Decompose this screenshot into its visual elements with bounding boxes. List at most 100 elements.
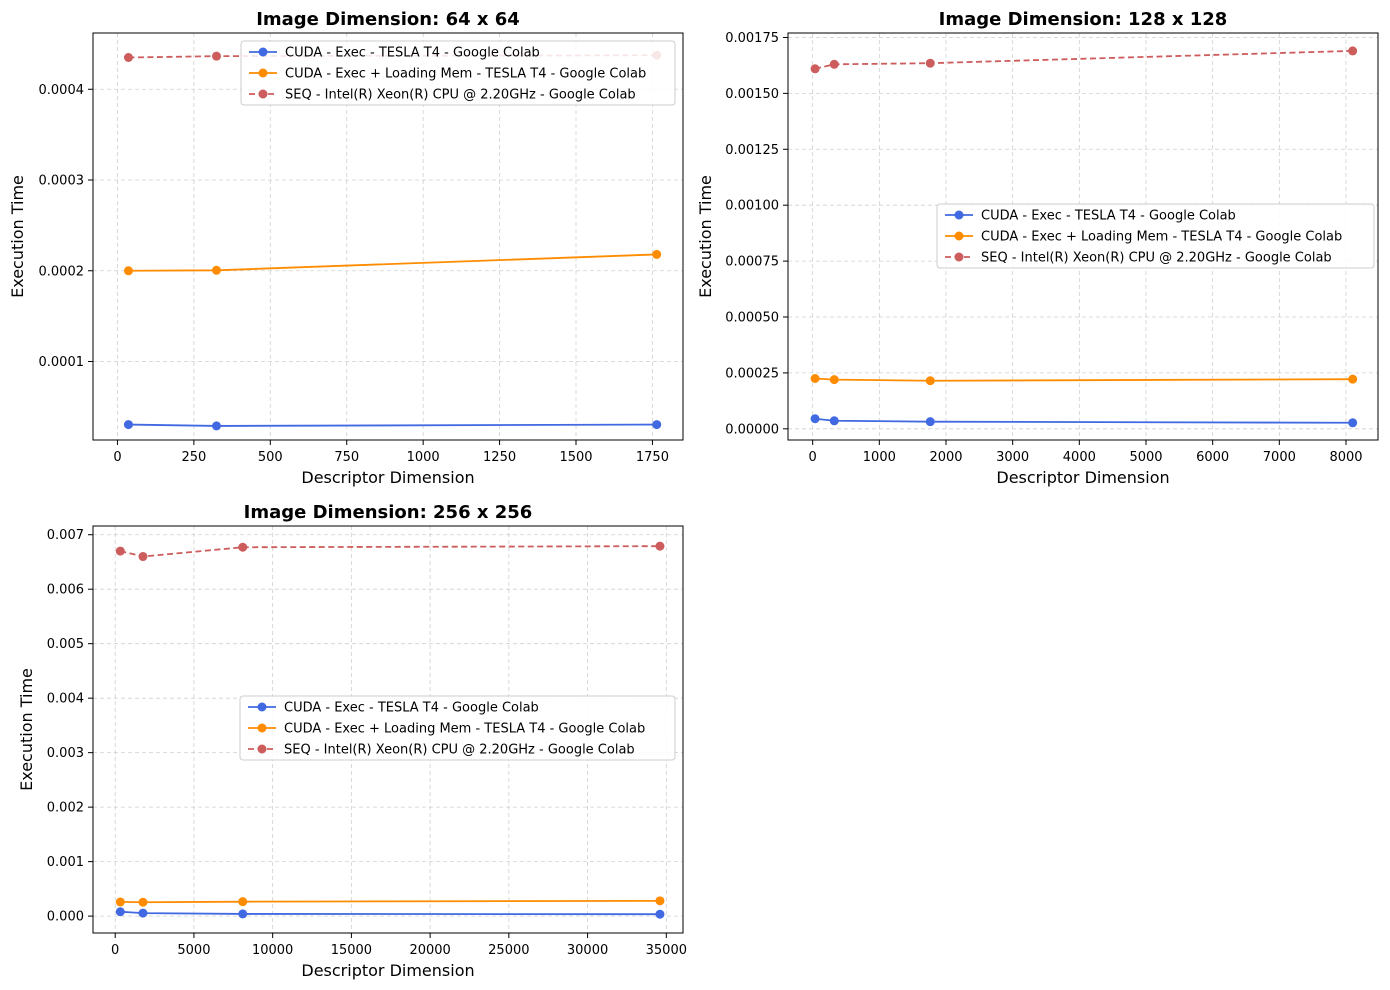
series-line-2 <box>128 253 657 272</box>
data-point <box>138 897 148 907</box>
data-point <box>829 416 839 426</box>
x-tick-label: 25000 <box>488 943 529 958</box>
legend-label: CUDA - Exec + Loading Mem - TESLA T4 - G… <box>285 67 646 82</box>
series-line-3 <box>120 545 660 558</box>
x-tick-label: 0 <box>809 450 817 465</box>
x-tick-label: 250 <box>181 450 206 465</box>
data-point <box>238 897 248 907</box>
y-tick-label: 0.006 <box>47 583 84 598</box>
x-tick-label: 8000 <box>1329 450 1362 465</box>
legend-label: SEQ - Intel(R) Xeon(R) CPU @ 2.20GHz - G… <box>981 251 1332 266</box>
legend-marker <box>258 89 268 99</box>
series-line-3 <box>814 49 1353 70</box>
chart-panel-1: 0 250 500 750 1000 1250 1500 1750 0.0001 0.0002 0.… <box>8 9 684 487</box>
x-tick-label: 20000 <box>409 943 450 958</box>
legend-marker <box>257 723 267 733</box>
x-tick-label: 30000 <box>567 943 608 958</box>
x-tick-label: 10000 <box>252 943 293 958</box>
x-tick-label: 5000 <box>1129 450 1162 465</box>
data-point <box>115 907 125 917</box>
legend-marker <box>258 68 268 78</box>
legend-label: CUDA - Exec - TESLA T4 - Google Colab <box>285 46 540 61</box>
data-point <box>652 249 662 259</box>
x-tick-label: 5000 <box>177 943 210 958</box>
legend: CUDA - Exec - TESLA T4 - Google Colab CUD… <box>239 695 676 761</box>
x-tick-label: 2000 <box>929 450 962 465</box>
y-tick-label: 0.004 <box>47 692 84 707</box>
y-axis-label: Execution Time <box>8 175 27 298</box>
y-tick-label: 0.0004 <box>39 83 85 98</box>
data-point <box>115 897 125 907</box>
y-axis-label: Execution Time <box>696 175 715 298</box>
legend-label: CUDA - Exec + Loading Mem - TESLA T4 - G… <box>284 722 645 737</box>
data-point <box>212 51 222 61</box>
legend-label: CUDA - Exec - TESLA T4 - Google Colab <box>284 701 539 716</box>
axes-frame <box>92 32 684 441</box>
data-point <box>810 414 820 424</box>
y-tick-label: 0.001 <box>47 855 84 870</box>
y-tick-label: 0.0002 <box>39 264 85 279</box>
x-tick-label: 7000 <box>1263 450 1296 465</box>
axes-frame <box>787 32 1379 441</box>
data-point <box>238 909 248 919</box>
y-tick-label: 0.0001 <box>39 355 85 370</box>
y-tick-label: 0.00175 <box>725 31 779 46</box>
data-point <box>138 552 148 562</box>
legend-box <box>240 40 676 106</box>
y-tick-label: 0.002 <box>47 801 84 816</box>
chart-title: Image Dimension: 64 x 64 <box>256 9 520 30</box>
y-tick-label: 0.007 <box>47 528 84 543</box>
legend-marker <box>258 47 268 57</box>
data-point <box>212 421 222 431</box>
x-axis-label: Descriptor Dimension <box>301 468 474 487</box>
data-point <box>1348 418 1358 428</box>
x-tick-label: 1750 <box>636 450 669 465</box>
data-point <box>810 64 820 74</box>
x-tick-label: 35000 <box>646 943 687 958</box>
x-tick-label: 1250 <box>483 450 516 465</box>
y-tick-label: 0.003 <box>47 746 84 761</box>
legend-marker <box>257 744 267 754</box>
data-point <box>925 58 935 68</box>
x-tick-label: 1000 <box>863 450 896 465</box>
y-tick-label: 0.00025 <box>725 366 779 381</box>
x-axis-label: Descriptor Dimension <box>996 468 1169 487</box>
data-point <box>123 420 133 430</box>
data-point <box>925 376 935 386</box>
y-tick-label: 0.000 <box>47 910 84 925</box>
data-point <box>123 53 133 63</box>
x-axis-label: Descriptor Dimension <box>301 961 474 980</box>
legend: CUDA - Exec - TESLA T4 - Google Colab CUD… <box>936 203 1375 269</box>
data-point <box>925 417 935 427</box>
x-tick-label: 0 <box>113 450 121 465</box>
legend-marker <box>954 252 964 262</box>
series-line-2 <box>120 899 660 904</box>
chart-panel-2: 0 1000 2000 3000 4000 5000 6000 7000 8000 0.00000… <box>696 9 1379 487</box>
data-point <box>652 420 662 430</box>
data-point <box>655 909 665 919</box>
data-point <box>655 541 665 551</box>
data-point <box>212 265 222 275</box>
y-tick-label: 0.00125 <box>725 143 779 158</box>
chart-title: Image Dimension: 128 x 128 <box>939 9 1228 30</box>
y-tick-label: 0.00150 <box>725 87 779 102</box>
series-line-1 <box>814 417 1353 424</box>
legend-marker <box>954 210 964 220</box>
series-line-1 <box>128 423 657 427</box>
data-point <box>655 896 665 906</box>
data-point <box>123 266 133 276</box>
data-point <box>829 375 839 385</box>
y-tick-label: 0.00050 <box>725 311 779 326</box>
data-point <box>1348 46 1358 56</box>
x-tick-label: 500 <box>258 450 283 465</box>
x-tick-label: 6000 <box>1196 450 1229 465</box>
legend-marker <box>257 702 267 712</box>
y-tick-label: 0.005 <box>47 637 84 652</box>
x-tick-label: 4000 <box>1063 450 1096 465</box>
data-point <box>810 374 820 384</box>
x-tick-label: 3000 <box>996 450 1029 465</box>
y-tick-label: 0.00100 <box>725 199 779 214</box>
x-tick-label: 750 <box>334 450 359 465</box>
legend-label: CUDA - Exec - TESLA T4 - Google Colab <box>981 209 1236 224</box>
